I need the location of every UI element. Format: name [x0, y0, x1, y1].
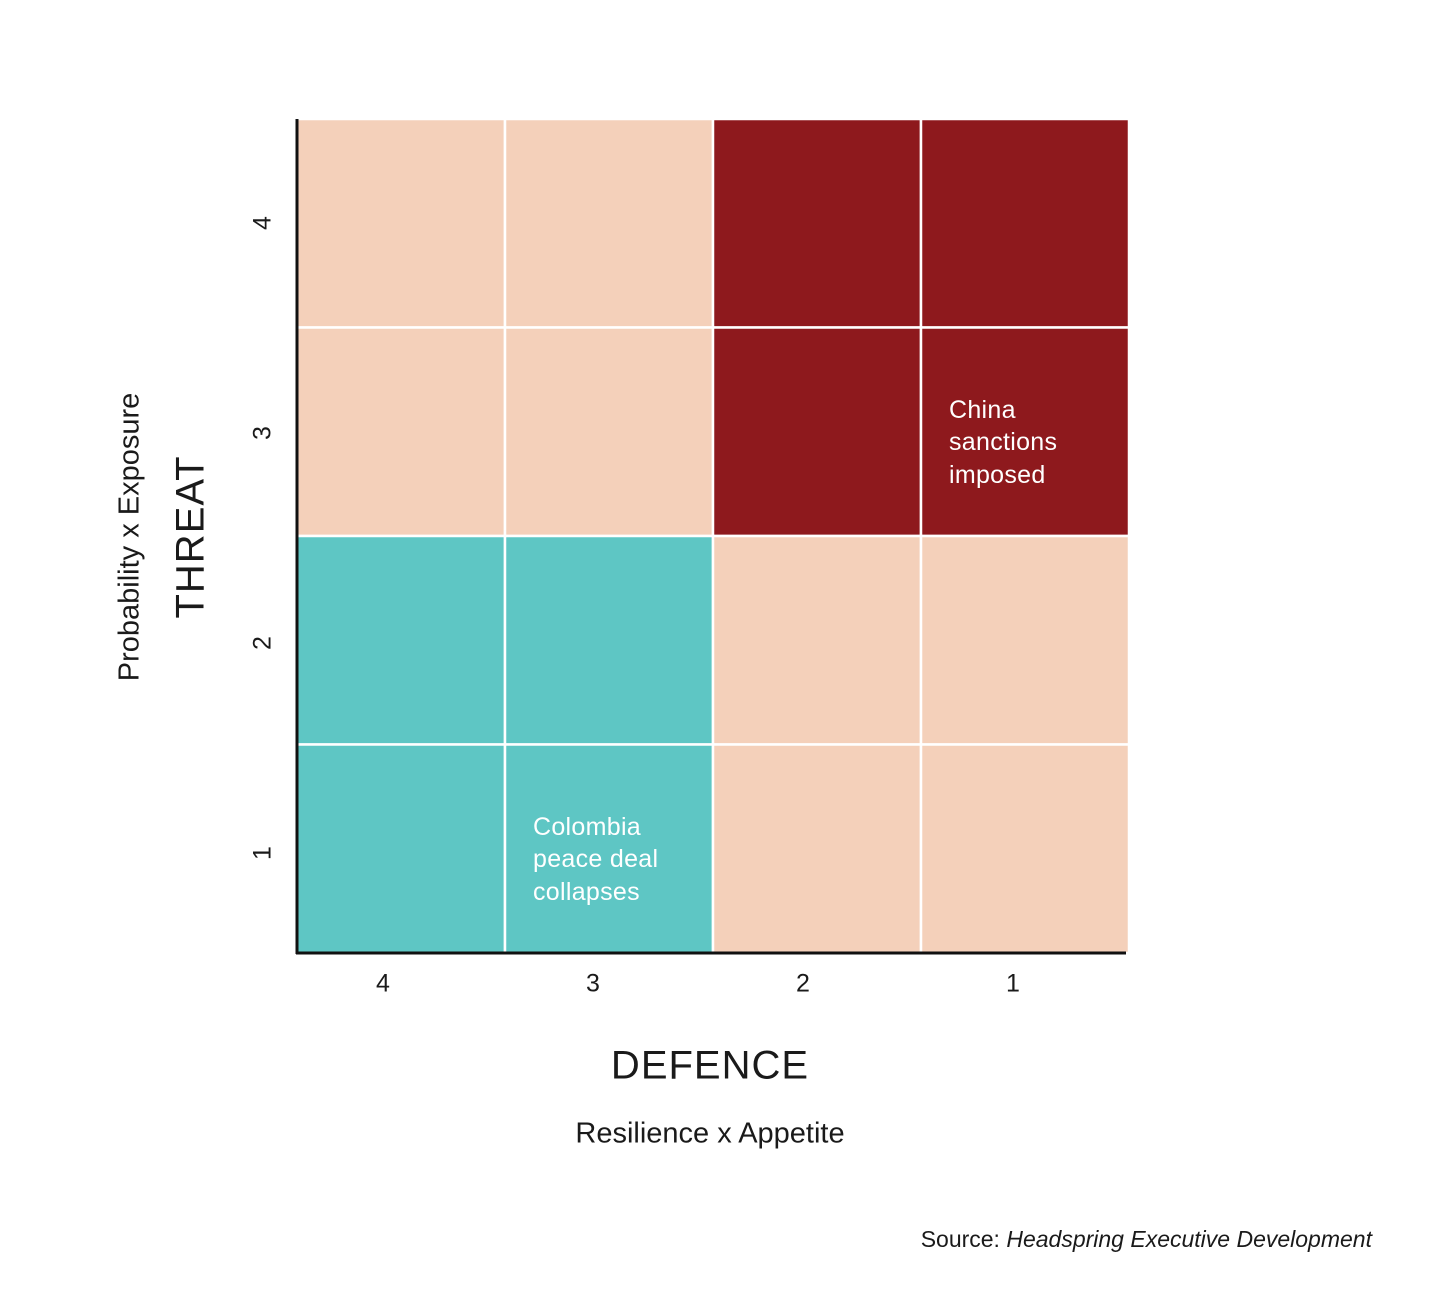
matrix-cell-defence-3-threat-2 [503, 534, 715, 746]
x-axis-subtitle: Resilience x Appetite [575, 1117, 845, 1150]
x-tick-label: 4 [376, 969, 390, 998]
matrix-cell-defence-4-threat-3 [295, 326, 507, 538]
cell-annotation: Colombia peace deal collapses [533, 812, 659, 906]
x-axis-title: DEFENCE [610, 1043, 810, 1088]
matrix-cell-defence-1-threat-1 [919, 743, 1131, 955]
matrix-cell-defence-4-threat-4 [295, 117, 507, 329]
y-tick-label: 4 [248, 216, 277, 230]
matrix-cell-defence-3-threat-3 [503, 326, 715, 538]
matrix-cell-defence-2-threat-4 [711, 117, 923, 329]
y-axis-title: THREAT [168, 455, 213, 619]
matrix-cell-defence-2-threat-3 [711, 326, 923, 538]
source-name: Headspring Executive Development [1006, 1226, 1372, 1252]
matrix-cell-defence-2-threat-2 [711, 534, 923, 746]
source-note: Source: Headspring Executive Development [921, 1226, 1372, 1253]
x-tick-label: 1 [1006, 969, 1020, 998]
y-tick-label: 3 [248, 426, 277, 440]
matrix-cell-defence-1-threat-2 [919, 534, 1131, 746]
matrix-cell-defence-1-threat-3 [919, 326, 1131, 538]
matrix-cell-defence-4-threat-2 [295, 534, 507, 746]
matrix-cell-defence-4-threat-1 [295, 743, 507, 955]
matrix-cell-defence-1-threat-4 [919, 117, 1131, 329]
y-tick-label: 2 [248, 636, 277, 650]
matrix-cell-defence-3-threat-4 [503, 117, 715, 329]
y-tick-label: 1 [248, 846, 277, 860]
x-tick-label: 3 [586, 969, 600, 998]
x-tick-label: 2 [796, 969, 810, 998]
y-axis-subtitle: Probability x Exposure [113, 392, 146, 682]
source-prefix: Source: [920, 1226, 1007, 1252]
matrix-cell-defence-2-threat-1 [711, 743, 923, 955]
matrix-cell-defence-3-threat-1 [503, 743, 715, 955]
cell-annotation: China sanctions imposed [949, 395, 1058, 489]
